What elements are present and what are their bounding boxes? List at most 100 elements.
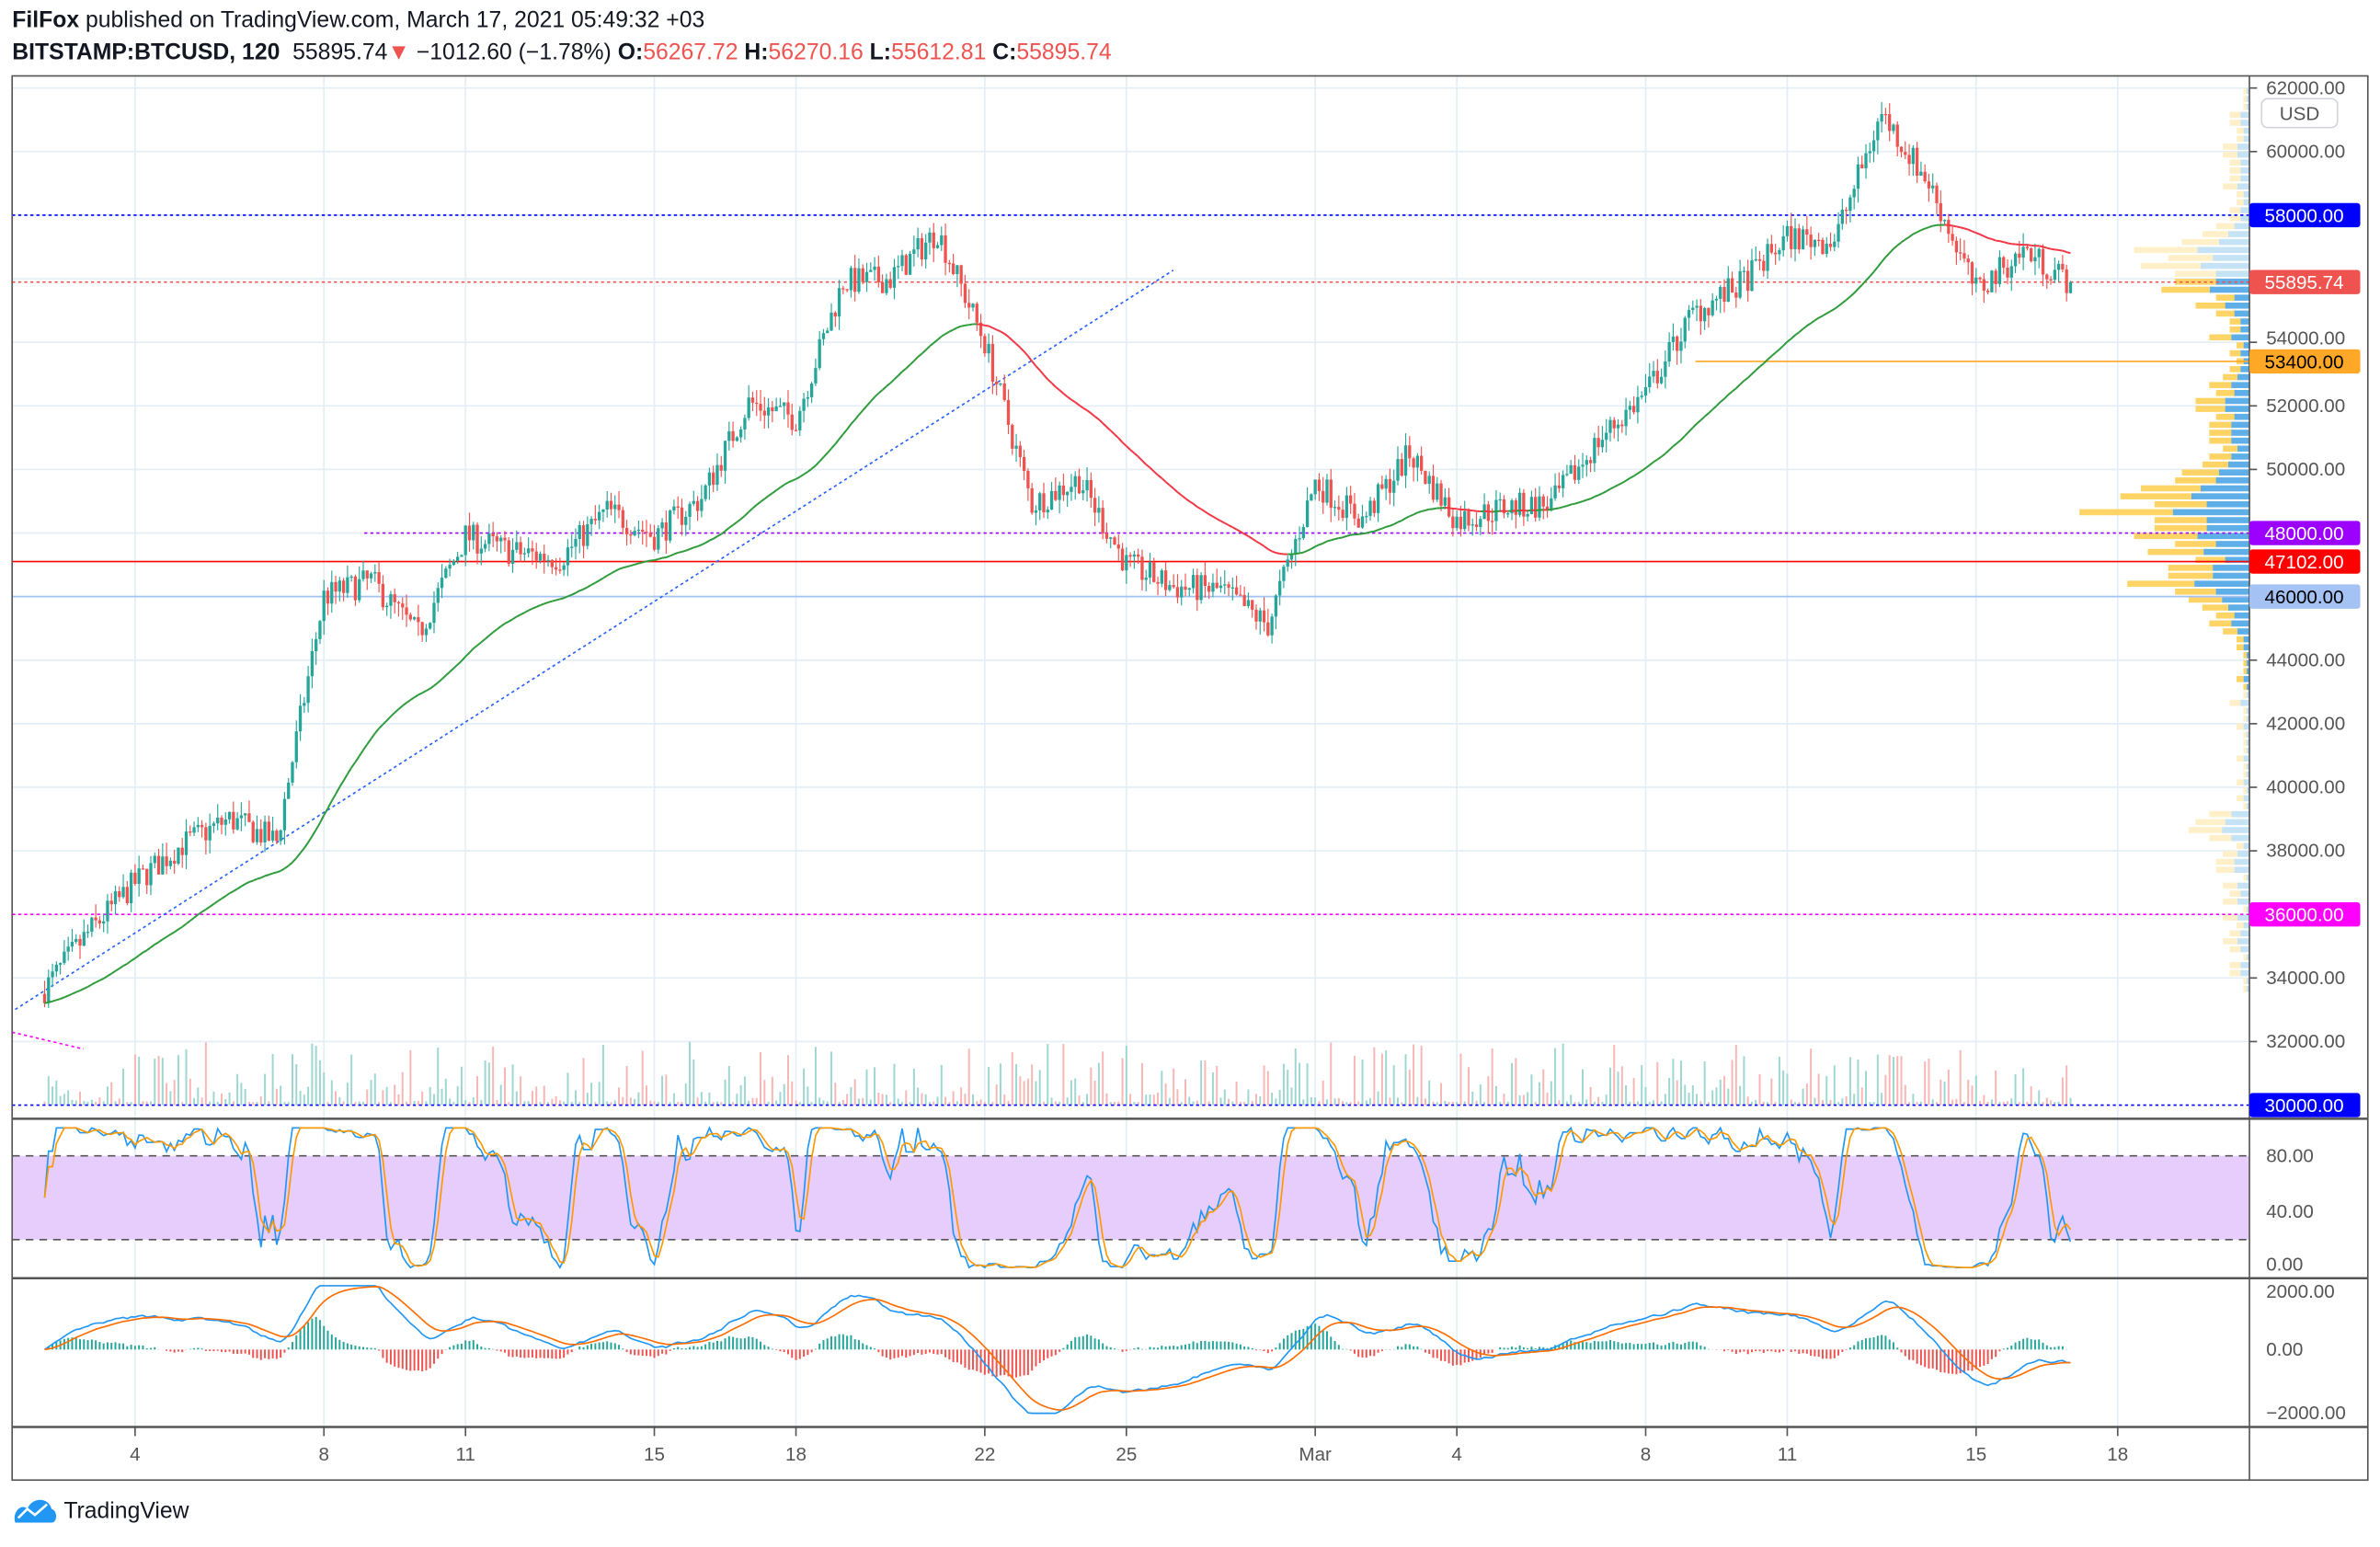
macd-histogram-bar [499,1349,502,1352]
volume-bar [1333,1098,1336,1106]
candle-body [189,831,192,833]
volume-bar [629,1097,632,1106]
volume-bar [1837,1102,1840,1106]
candle-body [259,829,263,842]
macd-histogram-bar [1247,1346,1250,1350]
macd-histogram-bar [484,1347,486,1350]
volume-bar [748,1100,750,1106]
volume-bar [385,1086,388,1106]
macd-histogram-bar [1676,1343,1678,1350]
volume-bar [1263,1065,1265,1106]
candle-body [1305,500,1310,528]
volume-bar [613,1100,616,1106]
macd-histogram-bar [1577,1342,1580,1350]
volume-bar [1444,1100,1447,1106]
macd-histogram-bar [1817,1349,1820,1358]
candle-body [444,568,448,579]
macd-histogram-bar [1691,1341,1694,1350]
macd-histogram-bar [1959,1349,1962,1374]
author-name[interactable]: FilFox [12,7,80,34]
macd-histogram-bar [622,1348,624,1350]
macd-histogram-bar [862,1343,864,1350]
candle-body [270,831,275,841]
moving-average-segment [540,602,545,606]
macd-histogram-bar [708,1342,711,1350]
volume-profile-bar-up [2237,127,2245,134]
volume-bar [1401,1102,1403,1106]
moving-average-segment [1105,426,1112,431]
macd-histogram-bar [991,1349,994,1377]
moving-average-segment [1951,224,1957,228]
volume-bar [1456,1102,1459,1106]
moving-average-segment [2003,241,2008,245]
candle-body [149,863,153,886]
macd-histogram-bar [1070,1341,1072,1350]
time-label: 11 [1778,1444,1797,1465]
moving-average-segment [1711,405,1718,411]
volume-bar [503,1067,506,1106]
volume-profile-bar-down [2231,334,2250,341]
tradingview-logo[interactable]: TradingView [12,1496,189,1524]
candle-body [1978,277,1982,280]
candle-body [341,580,346,593]
moving-average-segment [713,535,718,540]
volume-profile-bar-down [2231,382,2250,388]
macd-histogram-bar [244,1349,246,1354]
macd-histogram-bar [1558,1344,1561,1350]
candle-body [1769,244,1774,253]
moving-average-segment [654,558,659,562]
volume-bar [409,1049,412,1106]
volume-bar [1931,1099,1934,1106]
moving-average-segment [174,928,179,934]
macd-histogram-bar [1833,1349,1836,1358]
macd-histogram-bar [1066,1344,1069,1350]
macd-histogram-bar [1613,1341,1616,1350]
candle-body [227,811,232,819]
volume-bar [1467,1067,1470,1106]
candle-body [1648,376,1652,387]
macd-histogram-bar [853,1339,856,1350]
volume-profile-bar-down [2240,318,2250,325]
candle-body [1679,341,1683,351]
candle-body [1612,419,1616,429]
macd-histogram-bar [1755,1349,1757,1352]
volume-profile-bar-down [2243,723,2250,730]
volume-bar [1684,1084,1687,1106]
moving-average-segment [544,601,549,605]
volume-bar [1888,1055,1891,1106]
candle-body [1322,490,1325,503]
volume-bar [574,1090,577,1106]
candle-body [1289,553,1294,560]
candle-body [287,782,291,799]
moving-average-segment [1633,472,1639,477]
time-label: 4 [130,1444,140,1465]
volume-bar [1114,1101,1116,1106]
macd-histogram-bar [1413,1346,1415,1350]
moving-average-segment [1912,231,1918,235]
moving-average-segment [583,586,589,590]
volume-profile-bar-down [2243,676,2250,682]
candle-body [550,559,554,567]
currency-button[interactable] [2260,97,2339,129]
macd-histogram-bar [1782,1349,1785,1352]
macd-histogram-bar [197,1347,200,1350]
volume-bar [807,1086,809,1106]
volume-profile-bar-down [2197,533,2250,540]
candle-body [1061,485,1066,496]
candle-body [1538,496,1541,518]
volume-bar [1979,1100,1982,1106]
moving-average-segment [905,363,911,370]
volume-profile-bar-up [2229,159,2242,166]
volume-bar [2010,1098,2013,1106]
volume-bar [1912,1094,1915,1106]
candle-body [1223,584,1227,586]
moving-average-segment [1078,404,1084,409]
macd-histogram-bar [960,1349,963,1365]
volume-profile-bar-up [2243,716,2248,722]
candle-body [63,951,66,964]
volume-profile-bar-up [2229,945,2242,953]
volume-profile-bar-down [2231,421,2250,429]
volume-bar [2030,1086,2032,1106]
symbol-name[interactable]: BITSTAMP:BTCUSD, 120 [12,39,280,65]
